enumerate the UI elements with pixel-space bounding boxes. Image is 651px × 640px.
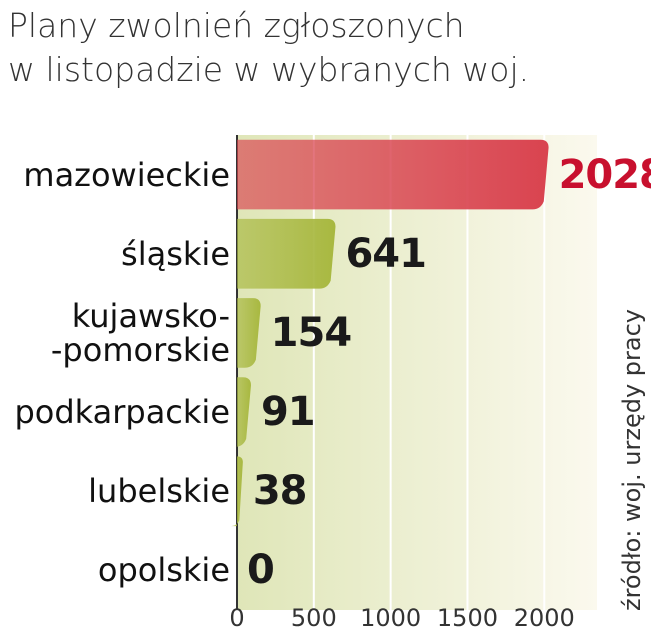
- category-label: śląskie: [121, 234, 230, 273]
- x-tick-label: 2000: [513, 604, 575, 632]
- value-label: 91: [260, 389, 316, 436]
- source-note: źródło: woj. urzędy pracy: [618, 308, 646, 612]
- value-label: 641: [345, 230, 426, 277]
- value-label: 2028: [558, 151, 651, 198]
- bar: [237, 139, 549, 210]
- bar: [234, 377, 251, 447]
- chart-title: Plany zwolnień zgłoszonych w listopadzie…: [8, 6, 530, 89]
- bar: [231, 456, 243, 527]
- value-label: 38: [252, 468, 308, 515]
- category-label: opolskie: [97, 551, 230, 590]
- bar: [237, 218, 336, 289]
- x-tick-label: 1500: [436, 604, 498, 632]
- x-tick-label: 1000: [360, 604, 422, 632]
- category-label: mazowieckie: [23, 155, 230, 194]
- x-tick-label: 500: [290, 604, 337, 632]
- bar: [237, 298, 261, 368]
- value-label: 0: [247, 547, 275, 594]
- category-label: lubelskie: [88, 472, 230, 511]
- value-label: 154: [270, 309, 352, 356]
- category-label: podkarpackie: [14, 393, 230, 432]
- x-tick-label: 0: [229, 604, 245, 632]
- plot-background: [237, 135, 597, 610]
- category-label: kujawsko- -pomorskie: [50, 296, 230, 369]
